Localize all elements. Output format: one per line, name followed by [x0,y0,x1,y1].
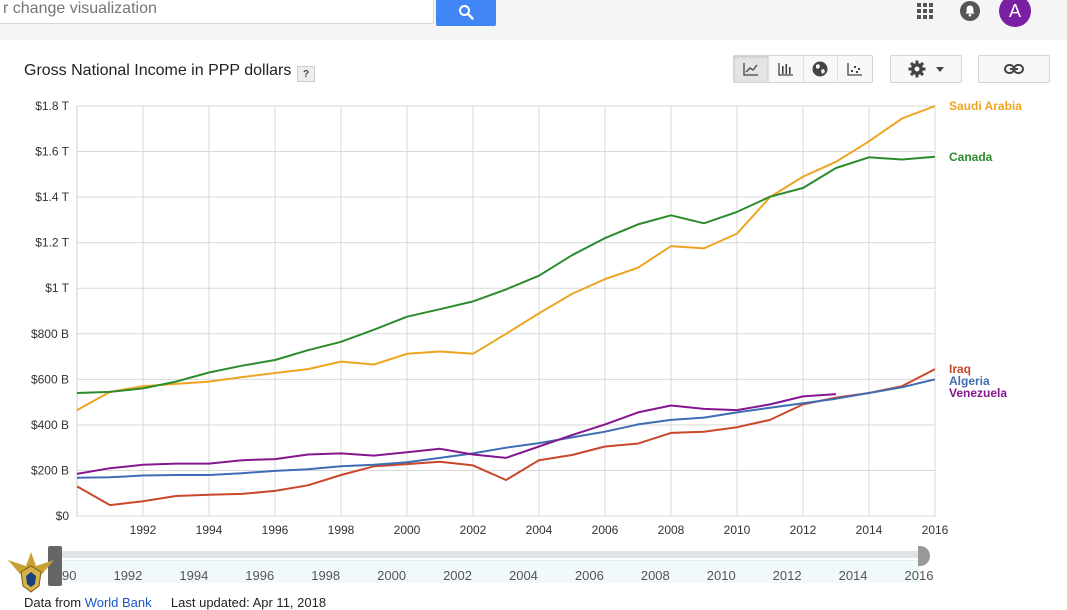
link-icon [1004,64,1024,74]
timeline-year-label: 1994 [179,568,209,583]
timeline-strip[interactable] [62,560,920,583]
timeline-year-label: 2004 [508,568,538,583]
x-tick-label: 2002 [460,523,487,537]
search-box [0,0,434,24]
series-line [76,378,936,479]
avatar[interactable]: A [999,0,1031,27]
data-from-label: Data from [24,595,85,610]
timeline-start-handle[interactable] [48,546,62,586]
timeline-year-label: 2008 [640,568,670,583]
series-label: Saudi Arabia [949,99,1022,113]
series-line [76,105,936,411]
chart-type-selector [733,55,873,83]
share-link-button[interactable] [978,55,1050,83]
y-tick-label: $600 B [31,372,69,386]
x-tick-label: 1998 [328,523,355,537]
series-label: Venezuela [949,386,1007,400]
timeline-year-label: 1998 [311,568,341,583]
search-icon [459,5,474,20]
y-tick-label: $1 T [45,281,69,295]
chevron-down-icon [936,66,944,72]
timeline-year-label: 2016 [904,568,934,583]
series-line [76,155,936,394]
bar-chart-icon [777,63,793,76]
notifications-bell-icon[interactable] [960,1,980,21]
plot-area [76,105,936,517]
x-tick-label: 2012 [790,523,817,537]
map-button[interactable] [804,56,839,82]
x-tick-label: 2016 [922,523,949,537]
timeline-year-label: 1996 [245,568,275,583]
series-label: Iraq [949,362,971,376]
bar-chart-button[interactable] [769,56,804,82]
series-line [76,368,936,507]
last-updated-label: Last updated: Apr 11, 2018 [170,595,327,610]
scatter-button[interactable] [838,56,872,82]
timeline-end-handle[interactable] [918,546,930,566]
series-line [76,393,837,475]
gear-icon [908,60,926,78]
help-button[interactable]: ? [297,66,315,82]
scatter-icon [847,63,863,76]
x-tick-label: 1992 [130,523,157,537]
x-tick-label: 1996 [262,523,289,537]
y-tick-label: $800 B [31,327,69,341]
chart-title: Gross National Income in PPP dollars [24,62,292,79]
line-chart-icon [743,63,758,76]
series-label: Canada [949,150,993,164]
line-chart-button[interactable] [734,56,769,82]
y-tick-label: $1.8 T [35,99,69,113]
search-button[interactable] [436,0,496,26]
y-tick-label: $1.2 T [35,236,69,250]
x-tick-label: 2010 [724,523,751,537]
y-tick-label: $1.6 T [35,145,69,159]
x-tick-label: 1994 [196,523,223,537]
y-tick-label: $200 B [31,463,69,477]
y-tick-label: $400 B [31,418,69,432]
x-tick-label: 2014 [856,523,883,537]
y-tick-label: $0 [56,509,70,523]
globe-icon [812,61,828,77]
footer: Data from World Bank Last updated: Apr 1… [24,595,326,610]
x-tick-label: 2004 [526,523,553,537]
x-tick-label: 2006 [592,523,619,537]
apps-grid-icon[interactable] [917,3,933,19]
x-tick-label: 2000 [394,523,421,537]
timeline-year-label: 2002 [443,568,472,583]
timeline-year-label: 2010 [706,568,736,583]
top-bar: A [0,0,1067,40]
y-tick-label: $1.4 T [35,190,69,204]
timeline-year-label: 2006 [574,568,604,583]
settings-button[interactable] [890,55,962,83]
timeline-track[interactable] [62,551,920,558]
timeline-year-label: 1992 [113,568,143,583]
timeline-year-label: 2012 [772,568,802,583]
timeline-year-label: 2000 [377,568,407,583]
series-label: Algeria [949,374,990,388]
timeline-year-label: 2014 [838,568,868,583]
search-input[interactable] [1,0,423,20]
x-tick-label: 2008 [658,523,685,537]
watermark-logo [8,552,54,593]
source-link[interactable]: World Bank [84,595,152,610]
